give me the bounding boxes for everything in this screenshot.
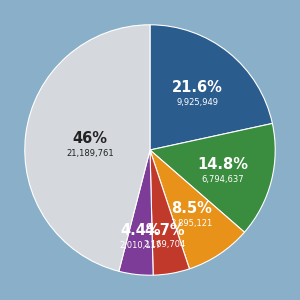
Wedge shape [150,150,244,269]
Text: 4.7%: 4.7% [144,223,185,238]
Text: 8.5%: 8.5% [171,201,212,216]
Wedge shape [119,150,153,275]
Wedge shape [150,150,189,275]
Text: 9,925,949: 9,925,949 [176,98,218,107]
Text: 6,794,637: 6,794,637 [202,175,244,184]
Text: 3,895,121: 3,895,121 [170,219,213,228]
Wedge shape [150,124,275,232]
Text: 21,189,761: 21,189,761 [67,148,114,158]
Wedge shape [25,25,150,271]
Text: 21.6%: 21.6% [172,80,223,95]
Text: 4.4%: 4.4% [120,223,161,238]
Text: 14.8%: 14.8% [197,158,248,172]
Text: 2,010,117: 2,010,117 [119,241,161,250]
Text: 2,169,704: 2,169,704 [143,240,186,249]
Text: 46%: 46% [73,131,108,146]
Wedge shape [150,25,272,150]
